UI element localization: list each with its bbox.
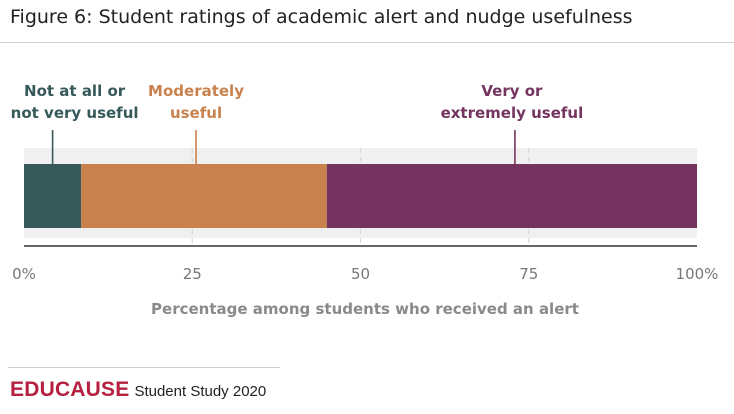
title-divider bbox=[0, 42, 734, 43]
x-tick-label: 0% bbox=[12, 265, 36, 283]
x-tick-label: 50 bbox=[351, 265, 370, 283]
series-label: Very or bbox=[481, 82, 543, 100]
stacked-bar-chart: Not at all or not very useful Moderately us… bbox=[11, 82, 719, 318]
footer-divider bbox=[8, 367, 280, 368]
x-tick-label: 75 bbox=[519, 265, 538, 283]
series-label: extremely useful bbox=[441, 104, 584, 122]
brand-subtitle: Student Study 2020 bbox=[134, 383, 267, 400]
x-tick-label: 25 bbox=[183, 265, 202, 283]
bars bbox=[24, 164, 697, 228]
label-leaders bbox=[51, 130, 516, 164]
chart-title: Figure 6: Student ratings of academic al… bbox=[10, 6, 633, 28]
series-label: not very useful bbox=[11, 104, 139, 122]
bar-segment bbox=[326, 164, 697, 228]
x-axis-title: Percentage among students who received a… bbox=[151, 300, 579, 318]
series-label: Moderately bbox=[148, 82, 244, 100]
series-label: useful bbox=[170, 104, 222, 122]
footer-brand: EDUCAUSE Student Study 2020 bbox=[10, 378, 266, 402]
x-tick-label: 100% bbox=[676, 265, 719, 283]
series-labels: Not at all or not very useful Moderately us… bbox=[11, 82, 584, 122]
bar-segment bbox=[81, 164, 327, 228]
series-label: Not at all or bbox=[24, 82, 126, 100]
brand-logo-text: EDUCAUSE bbox=[10, 378, 130, 401]
bar-segment bbox=[24, 164, 82, 228]
x-tick-labels: 0% 25 50 75 100% bbox=[12, 265, 718, 283]
